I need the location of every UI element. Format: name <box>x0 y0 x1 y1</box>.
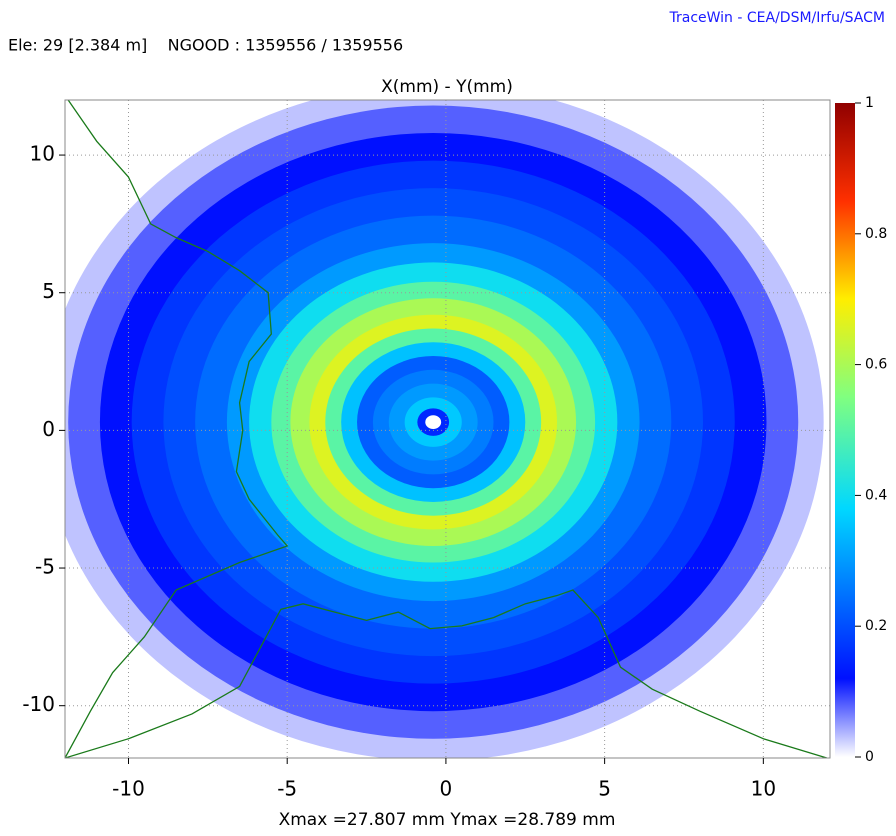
colorbar-tick-label: 0.4 <box>865 487 887 503</box>
y-tick-label: 0 <box>42 417 55 441</box>
x-tick-label: -5 <box>277 777 297 801</box>
y-tick-label: -10 <box>22 692 55 716</box>
plot-frame <box>64 99 831 759</box>
colorbar-tick-label: 0.6 <box>865 357 887 373</box>
plot-area <box>65 100 830 758</box>
x-tick-label: 10 <box>751 777 776 801</box>
x-label: Xmax =27.807 mm Ymax =28.789 mm <box>279 810 616 830</box>
density-ring <box>425 415 442 429</box>
colorbar <box>835 103 855 757</box>
chart-title: X(mm) - Y(mm) <box>381 77 513 97</box>
info: Ele: 29 [2.384 m] NGOOD : 1359556 / 1359… <box>8 36 403 55</box>
colorbar-tick-label: 0 <box>865 749 874 765</box>
x-tick-label: -10 <box>112 777 145 801</box>
x-tick-label: 5 <box>598 777 611 801</box>
colorbar-tick-label: 0.2 <box>865 618 887 634</box>
colorbar-tick-label: 0.8 <box>865 226 887 242</box>
y-tick-label: -5 <box>35 555 55 579</box>
profile-line <box>65 100 289 758</box>
colorbar-tick-label: 1 <box>865 95 874 111</box>
credit: TraceWin - CEA/DSM/Irfu/SACM <box>668 10 885 26</box>
y-tick-label: 10 <box>30 142 55 166</box>
x-tick-label: 0 <box>440 777 453 801</box>
profile-line <box>65 589 828 758</box>
y-tick-label: 5 <box>42 279 55 303</box>
